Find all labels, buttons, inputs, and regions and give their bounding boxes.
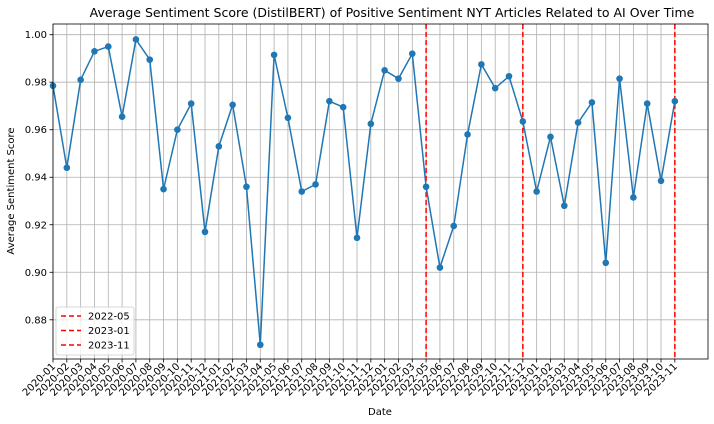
data-point	[160, 185, 167, 193]
data-point	[367, 120, 375, 128]
y-tick-label: 0.98	[25, 78, 47, 89]
y-tick-label: 1.00	[25, 30, 47, 41]
data-point	[547, 133, 554, 141]
plot-frame	[52, 23, 709, 360]
data-point	[478, 61, 485, 68]
legend-items: 2022-05 2023-01 2023-11	[61, 312, 130, 352]
data-point	[243, 183, 250, 191]
legend-label: 2023-01	[88, 326, 130, 337]
data-point	[339, 103, 347, 111]
data-point	[312, 181, 319, 188]
data-point	[284, 114, 292, 122]
data-point	[464, 131, 471, 138]
data-point	[616, 75, 623, 82]
data-point	[381, 67, 388, 74]
data-point	[395, 75, 402, 82]
grid-layer	[52, 24, 708, 359]
data-point	[560, 202, 568, 210]
data-point	[436, 264, 444, 271]
data-point	[104, 43, 112, 50]
data-point	[533, 188, 540, 195]
data-point	[63, 164, 71, 172]
data-point	[326, 97, 333, 105]
data-point	[174, 126, 181, 134]
y-tick-label: 0.92	[25, 220, 47, 231]
data-point	[256, 341, 264, 349]
data-point	[201, 228, 209, 236]
y-tick-label: 0.88	[25, 315, 47, 326]
data-point	[422, 183, 430, 191]
series-line	[52, 37, 676, 345]
data-point	[229, 101, 236, 109]
x-ticks-layer: 2020-012020-022020-032020-042020-052020-…	[21, 359, 680, 399]
data-point	[602, 259, 610, 267]
y-tick-label: 0.90	[25, 268, 47, 279]
y-tick-label: 0.94	[25, 173, 47, 184]
data-point	[187, 100, 195, 107]
chart-title: Average Sentiment Score (DistilBERT) of …	[90, 5, 695, 20]
y-ticks-layer: 0.88 0.90 0.92 0.94 0.96 0.98 1.00	[25, 30, 53, 326]
legend-label: 2023-11	[88, 341, 130, 352]
data-point	[215, 143, 223, 150]
data-point	[491, 84, 499, 92]
data-point	[630, 194, 637, 201]
data-point	[353, 234, 361, 242]
y-axis-label: Average Sentiment Score	[6, 127, 17, 254]
data-point	[132, 36, 140, 43]
data-point	[118, 113, 126, 120]
data-point	[588, 99, 596, 106]
x-axis-label: Date	[368, 407, 392, 418]
data-point	[671, 97, 679, 105]
data-point	[519, 118, 527, 125]
legend-label: 2022-05	[88, 312, 130, 323]
data-point	[408, 50, 416, 57]
data-point	[505, 72, 513, 80]
y-tick-label: 0.96	[25, 125, 47, 136]
data-point	[146, 56, 154, 63]
data-point	[298, 188, 306, 195]
data-point	[643, 100, 651, 107]
data-point	[91, 48, 98, 55]
data-point	[657, 177, 665, 185]
data-point	[574, 119, 582, 126]
data-point	[270, 51, 278, 59]
legend: 2022-05 2023-01 2023-11	[55, 306, 135, 356]
series-layer	[49, 36, 679, 349]
legend-box	[55, 306, 135, 356]
data-point	[77, 76, 84, 84]
data-point	[450, 222, 458, 230]
